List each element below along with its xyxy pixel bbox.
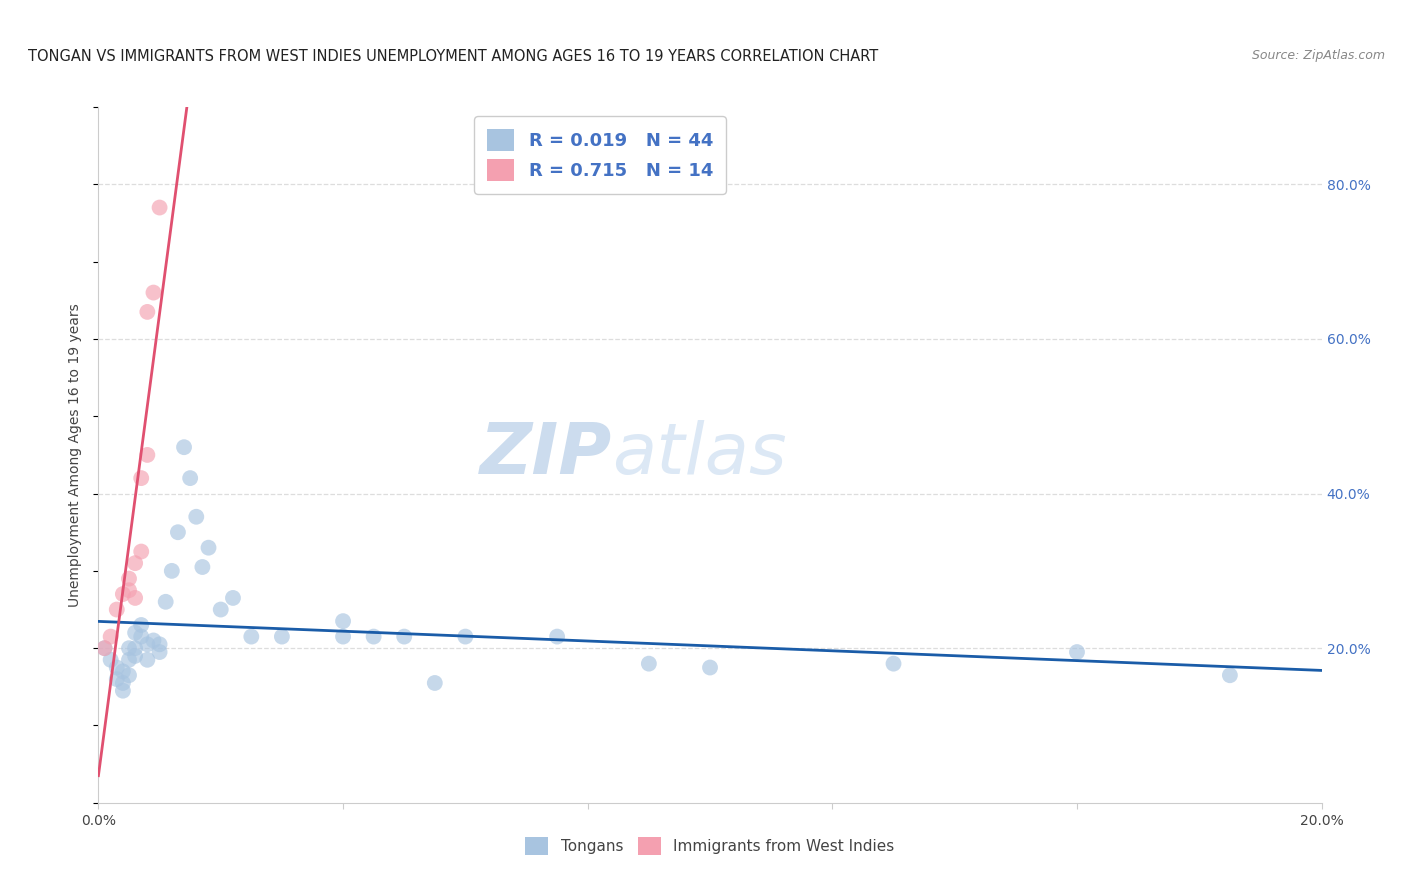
Point <box>423 676 446 690</box>
Point <box>111 683 134 698</box>
Point <box>637 657 661 671</box>
Text: atlas: atlas <box>612 420 787 490</box>
Point <box>1219 668 1241 682</box>
Point <box>124 641 146 656</box>
Point <box>136 637 159 651</box>
Point <box>454 630 477 644</box>
Point <box>111 587 134 601</box>
Point <box>105 602 128 616</box>
Point <box>100 630 122 644</box>
Point <box>173 440 195 454</box>
Point <box>136 305 159 319</box>
Point <box>240 630 263 644</box>
Point <box>111 665 134 679</box>
Point <box>222 591 245 605</box>
Point <box>124 591 146 605</box>
Point <box>197 541 219 555</box>
Point <box>149 637 172 651</box>
Point <box>167 525 190 540</box>
Point <box>105 660 128 674</box>
Point <box>100 653 122 667</box>
Point <box>142 285 165 300</box>
Point <box>129 630 152 644</box>
Point <box>124 648 146 663</box>
Point <box>332 614 354 628</box>
Point <box>209 602 232 616</box>
Point <box>129 618 152 632</box>
Point <box>149 201 172 215</box>
Point <box>160 564 183 578</box>
Point <box>124 556 146 570</box>
Point <box>191 560 214 574</box>
Point <box>363 630 385 644</box>
Legend: Tongans, Immigrants from West Indies: Tongans, Immigrants from West Indies <box>519 830 901 862</box>
Point <box>93 641 115 656</box>
Point <box>699 660 721 674</box>
Point <box>186 509 208 524</box>
Point <box>118 572 141 586</box>
Point <box>149 645 172 659</box>
Point <box>546 630 568 644</box>
Point <box>142 633 165 648</box>
Point <box>93 641 115 656</box>
Y-axis label: Unemployment Among Ages 16 to 19 years: Unemployment Among Ages 16 to 19 years <box>69 303 83 607</box>
Point <box>129 471 152 485</box>
Point <box>118 668 141 682</box>
Point <box>392 630 416 644</box>
Point <box>883 657 905 671</box>
Point <box>136 653 159 667</box>
Point <box>332 630 354 644</box>
Point <box>129 544 152 558</box>
Point <box>136 448 159 462</box>
Point <box>155 595 177 609</box>
Point <box>118 583 141 598</box>
Point <box>270 630 292 644</box>
Point <box>1066 645 1088 659</box>
Point <box>118 653 141 667</box>
Text: ZIP: ZIP <box>479 420 612 490</box>
Point <box>118 641 141 656</box>
Point <box>124 625 146 640</box>
Point <box>105 672 128 686</box>
Text: Source: ZipAtlas.com: Source: ZipAtlas.com <box>1251 49 1385 62</box>
Point <box>179 471 201 485</box>
Point <box>111 676 134 690</box>
Text: TONGAN VS IMMIGRANTS FROM WEST INDIES UNEMPLOYMENT AMONG AGES 16 TO 19 YEARS COR: TONGAN VS IMMIGRANTS FROM WEST INDIES UN… <box>28 49 879 64</box>
